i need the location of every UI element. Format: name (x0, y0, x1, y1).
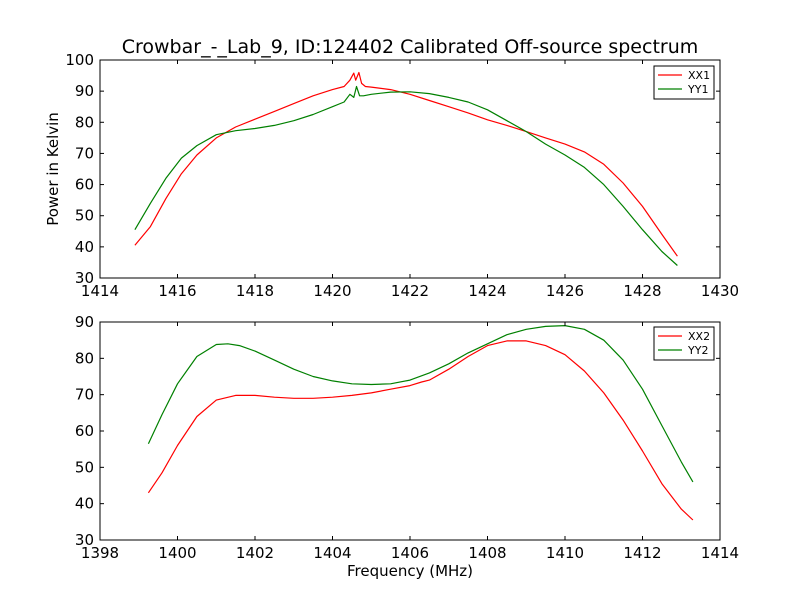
bottom-x-tick-label: 1414 (701, 544, 739, 562)
top-x-tick-label: 1428 (623, 282, 661, 300)
top-y-tick-label: 60 (75, 176, 94, 194)
top-x-tick-label: 1414 (81, 282, 119, 300)
top-x-tick-label: 1416 (158, 282, 196, 300)
bottom-legend-box (653, 326, 715, 361)
top-y-tick-label: 80 (75, 113, 94, 131)
bottom-y-tick-label: 50 (75, 458, 94, 476)
bottom-x-tick-label: 1398 (81, 544, 119, 562)
top-x-tick-label: 1420 (313, 282, 351, 300)
top-y-tick-label: 100 (65, 51, 94, 69)
bottom-x-tick-label: 1408 (468, 544, 506, 562)
top-y-tick-label: 70 (75, 144, 94, 162)
bottom-x-tick-label: 1400 (158, 544, 196, 562)
top-x-tick-label: 1430 (701, 282, 739, 300)
bottom-y-tick-label: 70 (75, 386, 94, 404)
top-legend-label-xx1: XX1 (688, 69, 710, 82)
bottom-y-tick-label: 90 (75, 313, 94, 331)
top-chart-title: Crowbar_-_Lab_9, ID:124402 Calibrated Of… (122, 36, 699, 58)
bottom-x-tick-label: 1410 (546, 544, 584, 562)
bottom-x-tick-label: 1402 (236, 544, 274, 562)
top-x-tick-label: 1424 (468, 282, 506, 300)
bottom-legend-label-yy2: YY2 (687, 344, 708, 357)
top-series-xx1-line (134, 71, 678, 257)
top-legend-label-yy1: YY1 (687, 83, 708, 96)
top-y-tick-label: 50 (75, 207, 94, 225)
top-x-tick-label: 1426 (546, 282, 584, 300)
bottom-series-xx2-line (147, 340, 694, 521)
bottom-x-tick-label: 1412 (623, 544, 661, 562)
top-y-tick-label: 30 (75, 269, 94, 287)
top-x-tick-label: 1418 (236, 282, 274, 300)
bottom-series-yy2-line (147, 325, 694, 483)
bottom-axes-frame (99, 321, 721, 541)
top-y-tick-label: 40 (75, 238, 94, 256)
bottom-x-tick-label: 1404 (313, 544, 351, 562)
top-y-axis-label: Power in Kelvin (44, 112, 62, 226)
top-legend-box (653, 65, 715, 100)
top-series-yy1-line (134, 85, 678, 266)
top-y-tick-label: 90 (75, 82, 94, 100)
bottom-y-tick-label: 60 (75, 422, 94, 440)
bottom-y-tick-label: 30 (75, 531, 94, 549)
bottom-legend-label-xx2: XX2 (688, 330, 710, 343)
top-axes-frame (99, 59, 721, 279)
top-x-tick-label: 1422 (391, 282, 429, 300)
top-plot-area: 1414 1416 1418 1420 1422 1424 1426 1428 1430 30 40… (65, 51, 739, 300)
bottom-x-tick-label: 1406 (391, 544, 429, 562)
bottom-x-axis-label: Frequency (MHz) (347, 562, 473, 580)
bottom-y-tick-label: 80 (75, 349, 94, 367)
bottom-y-tick-label: 40 (75, 495, 94, 513)
bottom-plot-area: 1398 1400 1402 1404 1406 1408 1410 1412 1414 30 40… (75, 313, 739, 562)
